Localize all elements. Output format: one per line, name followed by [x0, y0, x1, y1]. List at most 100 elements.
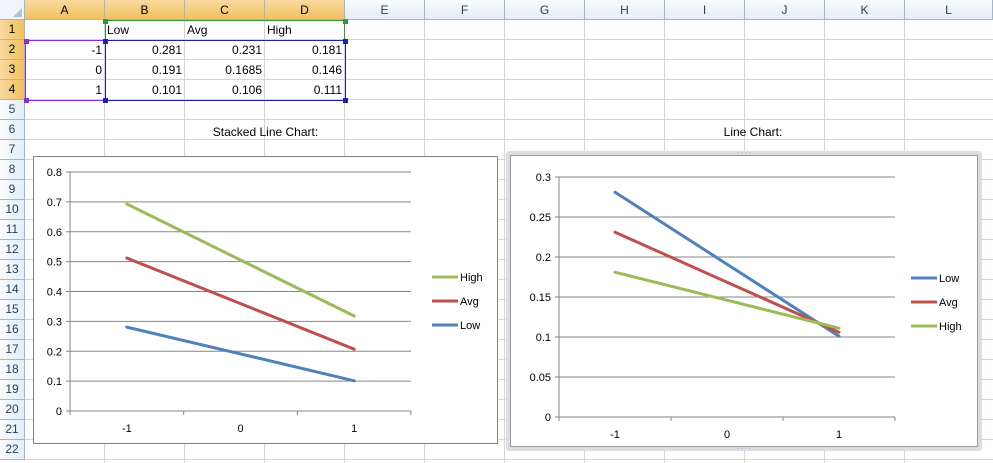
row-header-14[interactable]: 14: [0, 280, 25, 300]
chart2-svg: 0 0.05 0.1 0.15 0.2 0.25 0.3 -1 0 1 Low Avg High: [530, 172, 962, 441]
y-tick-label: 0.8: [47, 167, 62, 179]
range-handle-icon[interactable]: [103, 19, 108, 24]
row-header-4[interactable]: 4: [0, 80, 25, 100]
range-handle-icon[interactable]: [24, 39, 29, 44]
row-header-8[interactable]: 8: [0, 160, 25, 180]
y-tick-label: 0: [56, 406, 62, 418]
column-header-h[interactable]: H: [585, 0, 665, 20]
y-tick-label: 0.6: [47, 227, 62, 239]
series-line-avg[interactable]: [613, 230, 841, 334]
range-handle-icon[interactable]: [103, 98, 108, 103]
range-handle-icon[interactable]: [103, 39, 108, 44]
select-all-corner[interactable]: [0, 0, 25, 20]
series-line-avg[interactable]: [125, 256, 356, 351]
chart1-svg: 0 0.1 0.2 0.3 0.4 0.5 0.6 0.7 0.8 -1 0 1 High Avg Low: [47, 167, 483, 435]
y-tick-label: 0: [545, 412, 551, 424]
cell-header-avg[interactable]: Avg: [187, 23, 208, 37]
row-header-12[interactable]: 12: [0, 240, 25, 260]
table-cell[interactable]: 0.101: [151, 83, 182, 97]
legend-label-avg[interactable]: Avg: [460, 296, 479, 308]
legend-label-low[interactable]: Low: [460, 320, 480, 332]
cell-header-high[interactable]: High: [267, 23, 292, 37]
series-line-low[interactable]: [125, 325, 356, 383]
column-header-c[interactable]: C: [185, 0, 265, 20]
column-header-a[interactable]: A: [25, 0, 105, 20]
y-tick-label: 0.05: [530, 372, 551, 384]
y-tick-label: 0.3: [536, 172, 551, 184]
x-tick-label: 1: [351, 423, 357, 435]
column-header-e[interactable]: E: [345, 0, 425, 20]
y-tick-label: 0.5: [47, 257, 62, 269]
column-header-f[interactable]: F: [425, 0, 505, 20]
x-tick-label: 1: [836, 429, 842, 441]
resize-handle-bottom-icon[interactable]: ····: [737, 444, 752, 453]
table-cell[interactable]: -1: [91, 43, 102, 57]
row-header-6[interactable]: 6: [0, 120, 25, 140]
y-tick-label: 0.1: [536, 332, 551, 344]
row-header-9[interactable]: 9: [0, 180, 25, 200]
row-header-20[interactable]: 20: [0, 400, 25, 420]
range-handle-icon[interactable]: [343, 39, 348, 44]
y-tick-label: 0.25: [530, 212, 551, 224]
column-header-k[interactable]: K: [825, 0, 905, 20]
column-header-d[interactable]: D: [265, 0, 345, 20]
row-header-18[interactable]: 18: [0, 360, 25, 380]
legend-label-avg[interactable]: Avg: [939, 297, 958, 309]
column-header-l[interactable]: L: [905, 0, 993, 20]
table-cell[interactable]: 0.191: [151, 63, 182, 77]
line-chart-selection-frame[interactable]: [506, 151, 982, 451]
resize-handle-top-icon[interactable]: ····: [737, 148, 752, 157]
y-tick-label: 0.2: [47, 346, 62, 358]
y-tick-label: 0.3: [47, 316, 62, 328]
range-handle-icon[interactable]: [343, 98, 348, 103]
y-tick-label: 0.2: [536, 252, 551, 264]
row-header-22[interactable]: 22: [0, 440, 25, 460]
row-header-21[interactable]: 21: [0, 420, 25, 440]
row-header-1[interactable]: 1: [0, 20, 25, 40]
row-header-5[interactable]: 5: [0, 100, 25, 120]
row-header-15[interactable]: 15: [0, 300, 25, 320]
x-tick-label: 0: [237, 423, 243, 435]
line-chart-title: Line Chart:: [723, 125, 783, 139]
table-cell[interactable]: 1: [95, 83, 102, 97]
table-cell[interactable]: 0.181: [311, 43, 342, 57]
legend-label-low[interactable]: Low: [939, 273, 959, 285]
column-header-i[interactable]: I: [665, 0, 745, 20]
range-handle-icon[interactable]: [343, 19, 348, 24]
legend-label-high[interactable]: High: [939, 321, 962, 333]
table-cell[interactable]: 0.106: [231, 83, 262, 97]
y-tick-label: 0.4: [47, 287, 62, 299]
column-header-b[interactable]: B: [105, 0, 185, 20]
legend-label-high[interactable]: High: [460, 272, 483, 284]
table-cell[interactable]: 0: [95, 63, 102, 77]
row-header-16[interactable]: 16: [0, 320, 25, 340]
x-tick-label: -1: [122, 423, 132, 435]
row-header-7[interactable]: 7: [0, 140, 25, 160]
row-header-3[interactable]: 3: [0, 60, 25, 80]
line-chart[interactable]: 0 0.05 0.1 0.15 0.2 0.25 0.3 -1 0 1 Low Avg High: [510, 155, 978, 447]
table-cell[interactable]: 0.1685: [225, 63, 262, 77]
row-header-2[interactable]: 2: [0, 40, 25, 60]
table-cell[interactable]: 0.231: [231, 43, 262, 57]
series-line-low[interactable]: [613, 190, 841, 338]
column-header-g[interactable]: G: [505, 0, 585, 20]
series-line-high[interactable]: [613, 270, 841, 330]
column-header-j[interactable]: J: [745, 0, 825, 20]
cell-header-low[interactable]: Low: [107, 23, 130, 37]
row-header-17[interactable]: 17: [0, 340, 25, 360]
table-cell[interactable]: 0.111: [313, 83, 342, 97]
range-handle-icon[interactable]: [24, 98, 29, 103]
stacked-line-chart[interactable]: 0 0.1 0.2 0.3 0.4 0.5 0.6 0.7 0.8 -1 0 1 High Avg Low: [33, 156, 498, 444]
x-tick-label: 0: [724, 429, 730, 441]
row-header-19[interactable]: 19: [0, 380, 25, 400]
series-line-high[interactable]: [125, 202, 356, 318]
y-tick-label: 0.7: [47, 197, 62, 209]
row-header-11[interactable]: 11: [0, 220, 25, 240]
row-header-13[interactable]: 13: [0, 260, 25, 280]
row-header-10[interactable]: 10: [0, 200, 25, 220]
stacked-chart-title: Stacked Line Chart:: [212, 125, 319, 139]
table-cell[interactable]: 0.146: [311, 63, 342, 77]
table-cell[interactable]: 0.281: [151, 43, 182, 57]
y-tick-label: 0.15: [530, 292, 551, 304]
